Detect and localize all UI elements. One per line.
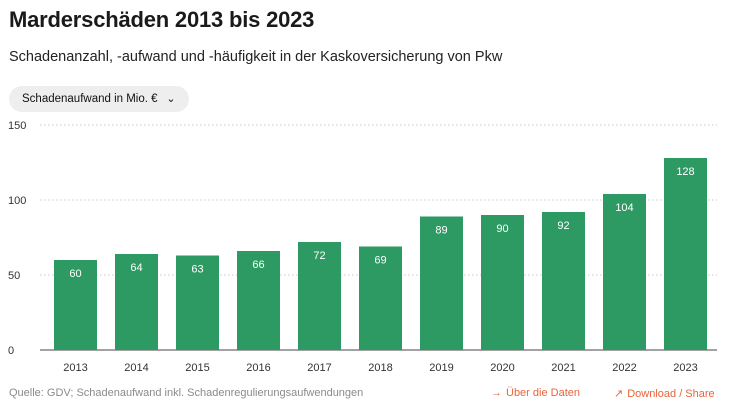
x-tick-label: 2015: [185, 362, 209, 374]
metric-dropdown[interactable]: Schadenaufwand in Mio. € ⌄: [9, 86, 189, 112]
bar-value-label: 64: [130, 262, 142, 274]
chevron-down-icon: ⌄: [166, 93, 176, 105]
download-share-link[interactable]: ↗ Download / Share: [614, 387, 715, 400]
bar: [664, 158, 707, 350]
bar-value-label: 128: [676, 166, 694, 178]
x-tick-label: 2019: [429, 362, 453, 374]
bar-value-label: 72: [313, 250, 325, 262]
y-tick-label: 0: [8, 345, 14, 357]
x-tick-label: 2016: [246, 362, 270, 374]
x-tick-label: 2021: [551, 362, 575, 374]
chart-subtitle: Schadenanzahl, -aufwand und -häufigkeit …: [9, 49, 503, 65]
metric-dropdown-label: Schadenaufwand in Mio. €: [22, 93, 158, 105]
y-tick-label: 100: [8, 195, 26, 207]
bar: [115, 254, 158, 350]
bar-value-label: 63: [191, 264, 203, 276]
download-share-label: Download / Share: [627, 388, 715, 400]
bar-value-label: 89: [435, 225, 447, 237]
bar: [237, 251, 280, 350]
x-tick-label: 2014: [124, 362, 148, 374]
bar-value-label: 92: [557, 220, 569, 232]
bar: [481, 215, 524, 350]
x-tick-label: 2018: [368, 362, 392, 374]
arrow-right-icon: →: [491, 387, 502, 399]
bar-value-label: 66: [252, 259, 264, 271]
bar: [420, 216, 463, 350]
y-tick-label: 50: [8, 270, 20, 282]
bar-value-label: 104: [615, 202, 633, 214]
source-note: Quelle: GDV; Schadenaufwand inkl. Schade…: [9, 387, 364, 399]
bar: [298, 242, 341, 350]
bar-value-label: 90: [496, 223, 508, 235]
about-data-label: Über die Daten: [506, 387, 580, 399]
bar-chart: 0 50 100 150 60 2013 64 2014 63 2015 66 2016 72 2017 6…: [8, 120, 717, 374]
x-tick-label: 2023: [673, 362, 697, 374]
about-data-link[interactable]: → Über die Daten: [491, 387, 580, 399]
x-tick-label: 2013: [63, 362, 87, 374]
x-tick-label: 2022: [612, 362, 636, 374]
bar: [359, 246, 402, 350]
arrow-up-right-icon: ↗: [614, 388, 624, 400]
bar-value-label: 60: [69, 268, 81, 280]
bar: [542, 212, 585, 350]
bar: [176, 255, 219, 350]
y-tick-label: 150: [8, 120, 26, 132]
bar-value-label: 69: [374, 255, 386, 267]
x-tick-label: 2020: [490, 362, 514, 374]
chart-title: Marderschäden 2013 bis 2023: [9, 7, 315, 32]
bar: [603, 194, 646, 350]
x-tick-label: 2017: [307, 362, 331, 374]
bar: [54, 260, 97, 350]
